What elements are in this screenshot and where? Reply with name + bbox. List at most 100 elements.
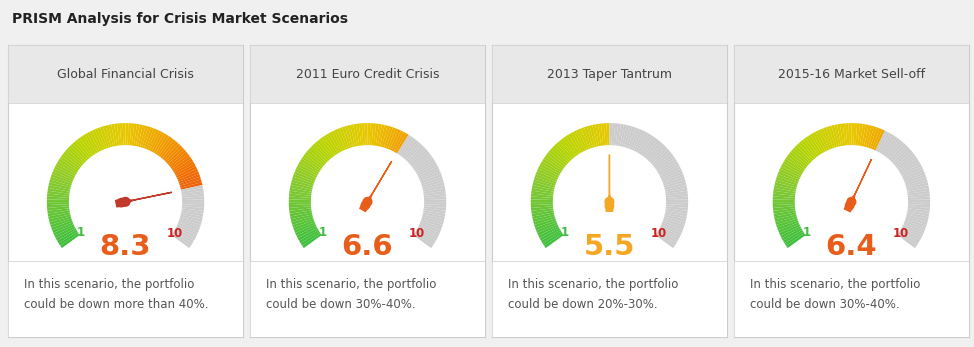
- Polygon shape: [666, 202, 689, 205]
- Polygon shape: [557, 142, 573, 160]
- Polygon shape: [776, 219, 798, 228]
- Polygon shape: [135, 124, 143, 146]
- Polygon shape: [103, 126, 111, 147]
- Polygon shape: [535, 174, 556, 184]
- Polygon shape: [586, 126, 595, 147]
- Polygon shape: [656, 234, 675, 248]
- Polygon shape: [372, 123, 376, 145]
- Polygon shape: [907, 185, 929, 192]
- Polygon shape: [364, 123, 367, 145]
- Polygon shape: [643, 138, 657, 157]
- Polygon shape: [290, 212, 313, 219]
- Polygon shape: [772, 204, 795, 208]
- Polygon shape: [547, 152, 566, 167]
- Polygon shape: [181, 191, 204, 196]
- Polygon shape: [779, 224, 801, 236]
- Polygon shape: [665, 188, 688, 194]
- Polygon shape: [666, 194, 688, 198]
- Polygon shape: [532, 185, 554, 192]
- Polygon shape: [50, 179, 71, 188]
- Polygon shape: [566, 135, 580, 154]
- Polygon shape: [133, 124, 140, 146]
- Polygon shape: [542, 230, 561, 243]
- Polygon shape: [531, 204, 553, 208]
- Polygon shape: [407, 145, 425, 162]
- Polygon shape: [111, 124, 117, 146]
- Polygon shape: [860, 124, 866, 146]
- Polygon shape: [378, 124, 385, 146]
- Polygon shape: [420, 171, 441, 182]
- Text: PRISM Analysis for Crisis Market Scenarios: PRISM Analysis for Crisis Market Scenari…: [12, 12, 348, 26]
- Polygon shape: [52, 220, 73, 230]
- Polygon shape: [94, 128, 105, 150]
- Text: 8.3: 8.3: [99, 234, 151, 261]
- Polygon shape: [550, 147, 569, 164]
- Polygon shape: [87, 132, 99, 152]
- Polygon shape: [812, 132, 825, 152]
- Polygon shape: [656, 156, 675, 171]
- Polygon shape: [116, 192, 171, 207]
- Polygon shape: [633, 130, 646, 151]
- Polygon shape: [423, 185, 445, 192]
- Polygon shape: [887, 142, 904, 160]
- Polygon shape: [155, 135, 169, 154]
- Text: 10: 10: [892, 227, 909, 240]
- Polygon shape: [48, 191, 69, 196]
- Polygon shape: [175, 226, 197, 238]
- Polygon shape: [773, 194, 795, 198]
- Polygon shape: [881, 135, 895, 154]
- Polygon shape: [392, 130, 403, 151]
- Polygon shape: [664, 212, 687, 219]
- Polygon shape: [799, 142, 815, 160]
- Polygon shape: [903, 169, 924, 180]
- Polygon shape: [180, 179, 202, 188]
- Polygon shape: [654, 152, 672, 167]
- Polygon shape: [780, 166, 801, 178]
- Polygon shape: [639, 135, 653, 154]
- Polygon shape: [178, 174, 200, 184]
- Polygon shape: [660, 224, 682, 236]
- Polygon shape: [309, 147, 326, 164]
- Polygon shape: [157, 136, 171, 156]
- Polygon shape: [616, 124, 621, 146]
- Polygon shape: [354, 124, 359, 146]
- Polygon shape: [870, 127, 880, 149]
- Text: 1: 1: [803, 226, 811, 239]
- Polygon shape: [415, 159, 434, 172]
- Polygon shape: [532, 210, 554, 217]
- Polygon shape: [534, 219, 556, 228]
- Polygon shape: [164, 143, 180, 161]
- Polygon shape: [543, 232, 562, 246]
- Polygon shape: [889, 143, 906, 161]
- Polygon shape: [554, 143, 572, 161]
- Polygon shape: [334, 129, 345, 151]
- Polygon shape: [339, 127, 349, 149]
- Polygon shape: [421, 219, 443, 228]
- Polygon shape: [49, 212, 70, 219]
- Polygon shape: [53, 222, 73, 233]
- Polygon shape: [898, 156, 918, 171]
- Polygon shape: [651, 147, 668, 164]
- Polygon shape: [384, 126, 393, 148]
- Polygon shape: [51, 174, 72, 184]
- Polygon shape: [423, 210, 445, 217]
- Polygon shape: [290, 185, 312, 192]
- Polygon shape: [907, 210, 929, 217]
- Polygon shape: [178, 171, 199, 182]
- Polygon shape: [666, 196, 688, 200]
- Polygon shape: [536, 171, 557, 182]
- Polygon shape: [422, 214, 444, 222]
- Polygon shape: [114, 124, 119, 146]
- Polygon shape: [906, 182, 928, 190]
- Polygon shape: [618, 124, 623, 146]
- Polygon shape: [531, 206, 553, 211]
- Polygon shape: [801, 139, 816, 158]
- Polygon shape: [300, 159, 320, 172]
- Polygon shape: [181, 188, 204, 194]
- Polygon shape: [612, 123, 616, 145]
- Polygon shape: [561, 138, 577, 157]
- Polygon shape: [175, 163, 196, 176]
- Polygon shape: [58, 159, 78, 172]
- Polygon shape: [47, 202, 69, 205]
- Polygon shape: [419, 169, 440, 180]
